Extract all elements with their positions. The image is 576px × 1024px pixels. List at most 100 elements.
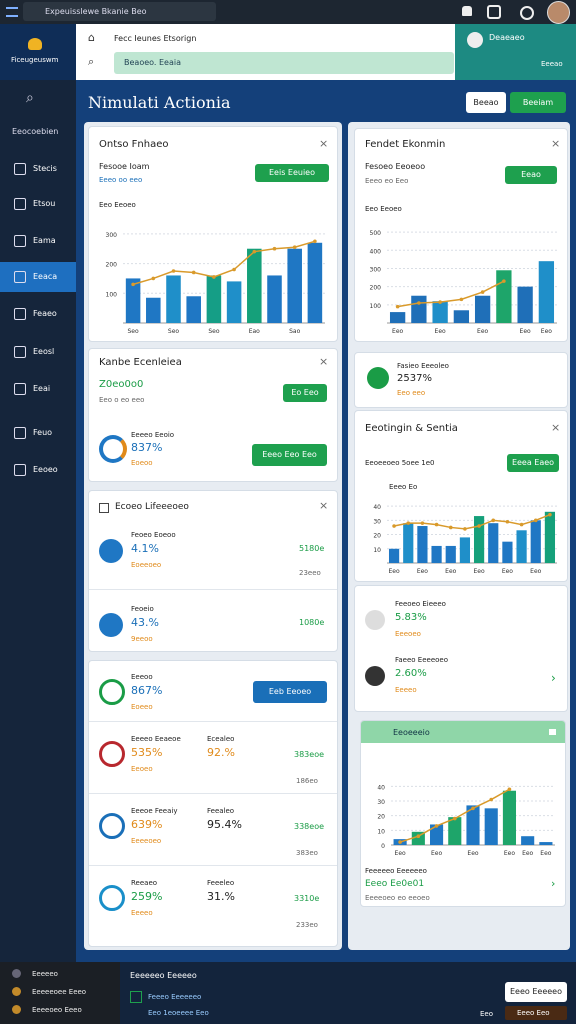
- secondary-button[interactable]: Beeao: [466, 92, 506, 113]
- bottom-line: Eeo 1eoeeee Eeo: [148, 1009, 209, 1017]
- metric-value: 837%: [131, 441, 163, 454]
- row-note: Eoeeo: [131, 703, 153, 711]
- close-icon[interactable]: ×: [319, 137, 329, 150]
- x-tick-label: Seo: [208, 328, 220, 335]
- metric-label: Fasieo Eeeoleo: [397, 362, 449, 370]
- trend-point: [471, 806, 475, 811]
- sidebar-heading: Eeocoebien: [12, 127, 59, 136]
- bottom-item: Eeeeeoee Eeeo: [32, 988, 87, 996]
- card-button[interactable]: Eeis Eeuieo: [255, 164, 329, 182]
- overview-card: Ontso Fnhaeo × Fesooe Ioam Eeeo oo eeo E…: [88, 126, 338, 342]
- checkbox[interactable]: [99, 503, 109, 513]
- x-tick-label: Eeo: [504, 850, 515, 857]
- quick-search[interactable]: Beaoeo. Eeaia: [114, 52, 454, 74]
- nav-item[interactable]: Eeaca: [0, 262, 76, 292]
- bottom-line: Feeeo Eeeeeeo: [148, 993, 202, 1001]
- bottom-status: Eeo: [480, 1010, 494, 1018]
- y-tick-label: 300: [106, 232, 118, 239]
- row-icon: [99, 679, 125, 705]
- trend-point: [480, 290, 485, 294]
- card-button[interactable]: Eeao: [505, 166, 557, 184]
- bar: [516, 530, 527, 563]
- chevron[interactable]: ›: [551, 671, 556, 685]
- chart: 10 20 30 40 Eeo Eeo Eeo Eeo Eeo Eeo: [373, 504, 557, 575]
- divider: [89, 721, 337, 722]
- row-label: Feoeo Eoeoo: [131, 531, 176, 539]
- settings-icon[interactable]: [487, 5, 501, 19]
- bar: [432, 301, 448, 323]
- row-label: Eeeoe Feeaiy: [131, 807, 178, 815]
- nav-item[interactable]: Stecis: [0, 154, 76, 184]
- bar: [448, 817, 462, 845]
- primary-button[interactable]: Beeiam: [510, 92, 566, 113]
- help-icon[interactable]: [520, 6, 534, 20]
- x-tick-label: Eeo: [540, 850, 551, 857]
- card-note: Eeeo oo eeo: [99, 176, 143, 184]
- row-amount: 1080e: [299, 618, 325, 627]
- y-tick-label: 400: [370, 248, 382, 255]
- trend-line: [132, 240, 316, 286]
- card-button[interactable]: Eo Eeo: [283, 384, 327, 402]
- nav-icon: [14, 383, 26, 395]
- metric-note: Eeo eeo: [397, 389, 426, 397]
- nav-item[interactable]: Eama: [0, 226, 76, 256]
- trend-point: [313, 239, 317, 244]
- search-box[interactable]: Expeuisslewe Bkanie Beo: [23, 2, 216, 21]
- card-note: Eeeo eo Eeo: [365, 177, 409, 185]
- row-mid-label: Ecealeo: [207, 735, 235, 743]
- card-button[interactable]: Eeea Eaeo: [507, 454, 559, 472]
- nav-item[interactable]: Eeosl: [0, 337, 76, 367]
- menu-icon[interactable]: [6, 7, 18, 17]
- summary-note: Eeo o eo eeo: [99, 396, 145, 404]
- row-label: Reeaeo: [131, 879, 158, 887]
- x-tick-label: Sao: [289, 328, 300, 335]
- chevron[interactable]: ›: [551, 877, 556, 890]
- nav-icon: [14, 308, 26, 320]
- nav-label: Stecis: [33, 164, 57, 173]
- bar: [403, 523, 414, 563]
- nav-label: Eama: [33, 236, 56, 245]
- close-icon[interactable]: ×: [551, 137, 561, 150]
- row-amount: 5180e: [299, 544, 325, 553]
- trend-point: [392, 524, 396, 528]
- growth-note: Eeeeoeo eo eeoeo: [365, 894, 430, 902]
- person-avatar: [365, 610, 385, 630]
- close-icon[interactable]: ×: [319, 499, 329, 512]
- trend-point: [452, 816, 457, 821]
- nav-icon: [14, 271, 26, 283]
- close-icon[interactable]: ×: [319, 355, 329, 368]
- row-sub: 233eo: [296, 921, 318, 929]
- y-tick-label: 40: [373, 504, 381, 511]
- bar: [496, 270, 512, 323]
- row-icon: [99, 885, 125, 911]
- trend-point: [252, 249, 257, 254]
- bottom-button[interactable]: Eeeo Eeeeeo: [505, 982, 567, 1002]
- nav-item[interactable]: Feuo: [0, 418, 76, 448]
- trend-point: [507, 787, 512, 792]
- row-mid-label: Feealeo: [207, 807, 235, 815]
- metric-note: Eoeoo: [131, 459, 153, 467]
- nav-item[interactable]: Eeai: [0, 374, 76, 404]
- chart: 100 200 300 Seo Seo Seo Eao Sao: [106, 232, 325, 335]
- row-sub: 186eo: [296, 777, 318, 785]
- trend-point: [395, 304, 400, 309]
- avatar[interactable]: [547, 1, 570, 24]
- row-label: Eeeeo Eeaeoe: [131, 735, 181, 743]
- nav-item[interactable]: Etsou: [0, 189, 76, 219]
- nav-item[interactable]: Eeoeo: [0, 455, 76, 485]
- metric-button[interactable]: Eeeo Eeo Eeo: [252, 444, 327, 466]
- row-button[interactable]: Eeb Eeoeo: [253, 681, 327, 703]
- row-note: Eeeeo: [131, 909, 153, 917]
- x-tick-label: Eeo: [445, 568, 456, 575]
- bar: [517, 286, 533, 323]
- top-bar: Expeuisslewe Bkanie Beo: [0, 0, 576, 24]
- bell-icon[interactable]: [462, 6, 472, 16]
- trend-point: [459, 297, 464, 302]
- trend-point: [131, 282, 135, 287]
- nav-item[interactable]: Feaeo: [0, 299, 76, 329]
- close-icon[interactable]: ×: [551, 421, 561, 434]
- x-tick-label: Eeo: [477, 328, 488, 335]
- metric-icon: [367, 367, 389, 389]
- detail-card: Eeeoo 867% Eoeeo Eeb Eeoeo Eeeeo Eeaeoe 535% E…: [88, 660, 338, 947]
- nav-icon: [14, 346, 26, 358]
